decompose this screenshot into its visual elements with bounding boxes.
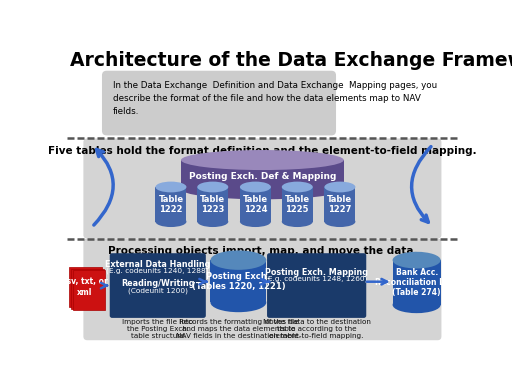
Polygon shape [181, 160, 344, 189]
Text: Moves data to the destination
table according to the
element-to-field mapping.: Moves data to the destination table acco… [263, 319, 371, 339]
Ellipse shape [282, 216, 313, 227]
FancyBboxPatch shape [102, 71, 336, 136]
Ellipse shape [240, 182, 271, 192]
Text: (E.g. codeunits 1248, 1260): (E.g. codeunits 1248, 1260) [265, 276, 368, 282]
Polygon shape [197, 187, 228, 222]
Ellipse shape [210, 293, 266, 312]
FancyArrowPatch shape [94, 149, 113, 225]
Polygon shape [325, 187, 355, 222]
Text: Posting Exch.
(Tables 1220, 1221): Posting Exch. (Tables 1220, 1221) [191, 271, 285, 291]
Polygon shape [156, 187, 186, 222]
Text: csv, txt, or
xml: csv, txt, or xml [62, 277, 108, 297]
Polygon shape [282, 187, 313, 222]
FancyBboxPatch shape [267, 253, 366, 318]
Text: Table
1224: Table 1224 [243, 195, 268, 214]
Text: Table
1223: Table 1223 [200, 195, 225, 214]
Text: Five tables hold the format definition and the element-to-field mapping.: Five tables hold the format definition a… [48, 146, 477, 156]
Ellipse shape [325, 216, 355, 227]
Polygon shape [210, 260, 266, 303]
Ellipse shape [197, 216, 228, 227]
Text: Reading/Writing: Reading/Writing [121, 280, 195, 288]
Ellipse shape [156, 216, 186, 227]
FancyBboxPatch shape [71, 269, 103, 309]
Text: Processing objects import, map, and move the data.: Processing objects import, map, and move… [108, 245, 417, 255]
Text: Architecture of the Data Exchange Framework - Import: Architecture of the Data Exchange Framew… [70, 51, 512, 70]
FancyBboxPatch shape [110, 253, 206, 318]
Text: (E.g. codeunits 1240, 1288): (E.g. codeunits 1240, 1288) [106, 268, 209, 274]
Ellipse shape [181, 150, 344, 170]
Text: (Codeunit 1200): (Codeunit 1200) [128, 287, 188, 294]
Text: Table
1225: Table 1225 [285, 195, 310, 214]
Ellipse shape [282, 182, 313, 192]
Polygon shape [240, 187, 271, 222]
Ellipse shape [210, 250, 266, 270]
Ellipse shape [197, 182, 228, 192]
Text: External Data Handling: External Data Handling [105, 260, 210, 269]
Text: Table
1227: Table 1227 [327, 195, 352, 214]
Ellipse shape [393, 252, 441, 268]
FancyBboxPatch shape [73, 270, 105, 310]
Text: Imports the file into
the Posting Exch.
table structure: Imports the file into the Posting Exch. … [122, 319, 194, 339]
Ellipse shape [393, 296, 441, 313]
Ellipse shape [156, 182, 186, 192]
Ellipse shape [181, 179, 344, 199]
Text: Bank Acc.
Reconciliation Line
(Table 274): Bank Acc. Reconciliation Line (Table 274… [375, 268, 458, 297]
FancyArrowPatch shape [412, 147, 431, 222]
Text: Posting Exch. Def & Mapping: Posting Exch. Def & Mapping [189, 172, 336, 180]
Text: Posting Exch. Mapping: Posting Exch. Mapping [265, 268, 368, 277]
FancyBboxPatch shape [83, 139, 441, 238]
Text: In the Data Exchange  Definition and Data Exchange  Mapping pages, you
describe : In the Data Exchange Definition and Data… [113, 81, 437, 116]
Ellipse shape [240, 216, 271, 227]
Ellipse shape [325, 182, 355, 192]
Text: Records the formatting of the file
and maps the data elements to
NAV fields in t: Records the formatting of the file and m… [176, 319, 301, 339]
FancyBboxPatch shape [83, 238, 441, 340]
Text: Table
1222: Table 1222 [158, 195, 183, 214]
FancyBboxPatch shape [70, 267, 102, 307]
Polygon shape [393, 260, 441, 305]
